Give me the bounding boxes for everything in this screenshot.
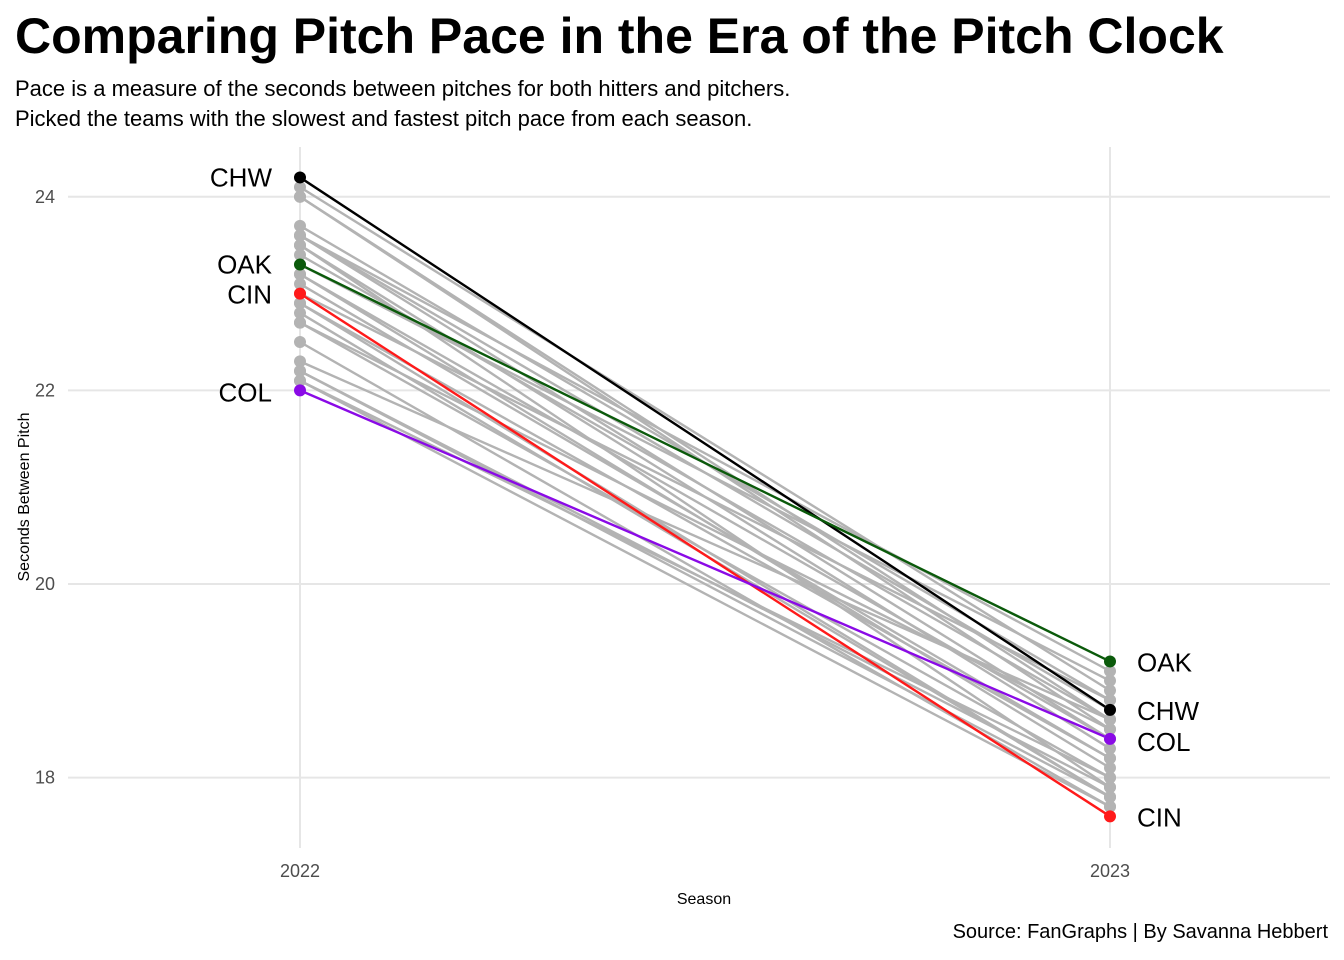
series-line-other bbox=[299, 244, 1111, 789]
data-point-other bbox=[294, 229, 306, 242]
x-axis-title: Season bbox=[677, 891, 731, 908]
series-line-other bbox=[299, 302, 1111, 760]
series-line-other bbox=[299, 234, 1111, 740]
series-line-other bbox=[299, 379, 1111, 779]
data-point-other bbox=[1104, 761, 1116, 774]
team-label-oak-2022: OAK bbox=[217, 250, 273, 280]
data-point-other bbox=[294, 268, 306, 281]
data-point-other bbox=[1104, 790, 1116, 803]
data-point-oak-2022 bbox=[294, 258, 306, 271]
data-point-other bbox=[294, 355, 306, 368]
data-point-other bbox=[1104, 752, 1116, 765]
series-line-col bbox=[299, 389, 1111, 740]
y-tick-label: 24 bbox=[35, 187, 55, 207]
chart-title: Comparing Pitch Pace in the Era of the P… bbox=[15, 8, 1224, 64]
data-point-other bbox=[1104, 723, 1116, 736]
data-point-other bbox=[294, 336, 306, 348]
data-point-other bbox=[294, 181, 306, 194]
data-point-other bbox=[294, 190, 306, 203]
series-line-other bbox=[299, 379, 1111, 808]
data-point-other bbox=[1104, 665, 1116, 678]
data-point-chw-2022 bbox=[294, 171, 306, 184]
series-line-other bbox=[299, 282, 1111, 760]
data-point-oak-2023 bbox=[1104, 655, 1116, 668]
data-points bbox=[294, 171, 1116, 823]
y-tick-label: 22 bbox=[35, 380, 55, 400]
team-label-chw-2022: CHW bbox=[210, 162, 273, 192]
data-point-other bbox=[294, 365, 306, 378]
x-tick-label: 2023 bbox=[1090, 861, 1130, 881]
series-line-other bbox=[299, 234, 1111, 673]
series-line-other bbox=[299, 321, 1111, 731]
team-label-cin-2023: CIN bbox=[1137, 802, 1182, 832]
team-label-col-2022: COL bbox=[219, 377, 272, 407]
y-tick-label: 18 bbox=[35, 768, 55, 788]
data-point-other bbox=[1104, 781, 1116, 794]
y-tick-label: 20 bbox=[35, 574, 55, 594]
data-point-other bbox=[1104, 771, 1116, 784]
data-point-other bbox=[294, 219, 306, 232]
series-line-chw bbox=[299, 176, 1111, 711]
series-line-cin bbox=[299, 292, 1111, 818]
background-series bbox=[299, 186, 1111, 808]
data-point-other bbox=[294, 239, 306, 252]
team-label-col-2023: COL bbox=[1137, 727, 1190, 757]
chart-subtitle-line-1: Pace is a measure of the seconds between… bbox=[15, 76, 791, 101]
series-line-other bbox=[299, 263, 1111, 682]
data-point-other bbox=[1104, 742, 1116, 755]
data-point-cin-2022 bbox=[294, 287, 306, 300]
series-line-other bbox=[299, 302, 1111, 798]
team-label-chw-2023: CHW bbox=[1137, 696, 1200, 726]
highlighted-series bbox=[299, 176, 1111, 818]
data-point-other bbox=[1104, 713, 1116, 726]
data-point-other bbox=[1104, 674, 1116, 687]
data-point-other bbox=[294, 306, 306, 319]
series-line-other bbox=[299, 195, 1111, 721]
data-point-chw-2023 bbox=[1104, 703, 1116, 716]
data-point-col-2023 bbox=[1104, 732, 1116, 745]
series-line-other bbox=[299, 369, 1111, 799]
data-point-other bbox=[294, 277, 306, 290]
chart-caption: Source: FanGraphs | By Savanna Hebbert bbox=[952, 921, 1328, 943]
x-tick-label: 2022 bbox=[280, 861, 320, 881]
series-line-other bbox=[299, 292, 1111, 702]
data-point-other bbox=[294, 316, 306, 329]
series-line-other bbox=[299, 186, 1111, 692]
data-point-other bbox=[294, 297, 306, 310]
data-point-cin-2023 bbox=[1104, 810, 1116, 823]
series-line-other bbox=[299, 360, 1111, 721]
data-point-other bbox=[1104, 694, 1116, 707]
data-point-col-2022 bbox=[294, 384, 306, 397]
data-point-other bbox=[294, 374, 306, 387]
team-label-cin-2022: CIN bbox=[227, 280, 272, 310]
data-point-other bbox=[1104, 684, 1116, 697]
chart-subtitle-line-2: Picked the teams with the slowest and fa… bbox=[15, 106, 753, 131]
data-point-other bbox=[294, 248, 306, 261]
data-point-other bbox=[1104, 800, 1116, 813]
series-line-oak bbox=[299, 263, 1111, 663]
y-axis-title: Seconds Between Pitch bbox=[16, 413, 33, 582]
team-label-oak-2023: OAK bbox=[1137, 647, 1193, 677]
